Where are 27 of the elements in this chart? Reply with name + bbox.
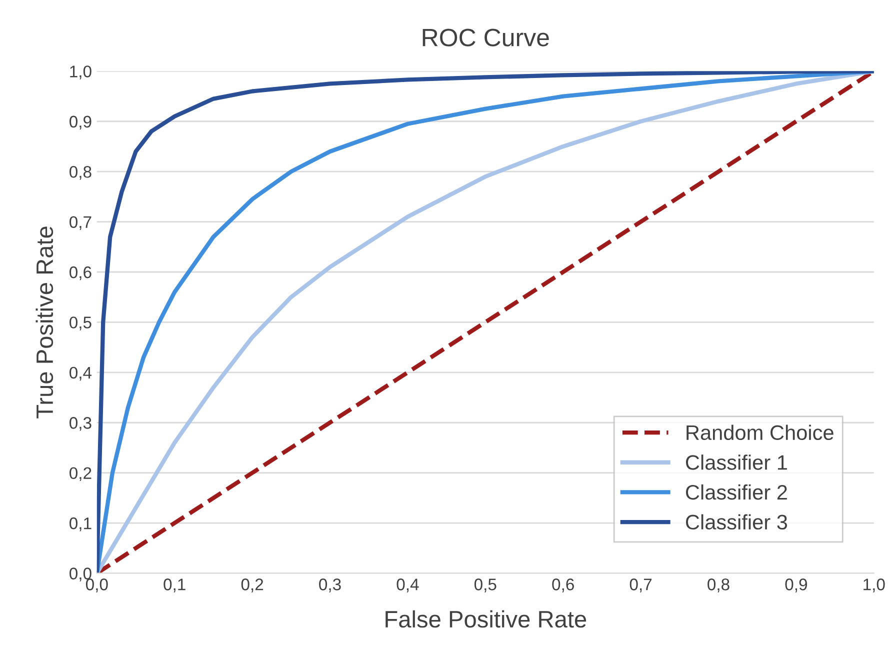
y-tick-label: 0,2 (70, 467, 92, 481)
x-tick-label: 0,9 (785, 578, 807, 592)
x-tick-label: 0,2 (241, 578, 264, 592)
x-tick-label: 0,4 (396, 578, 419, 592)
x-tick-label: 0,7 (630, 578, 652, 592)
legend-label: Classifier 1 (686, 454, 787, 470)
y-tick-label: 0,1 (70, 517, 92, 532)
x-tick-label: 0,5 (474, 578, 496, 592)
x-axis-title: False Positive Rate (386, 610, 586, 628)
y-tick-label: 0,5 (70, 316, 92, 330)
x-tick-label: 0,6 (552, 578, 574, 592)
x-tick-label: 0,8 (708, 578, 730, 592)
y-tick-label: 1,0 (70, 66, 92, 80)
y-tick-label: 0,9 (70, 116, 92, 130)
legend-label: Random Choice (686, 424, 834, 440)
chart-title: ROC Curve (422, 28, 549, 46)
y-tick-label: 0,4 (70, 366, 92, 381)
x-tick-label: 0,1 (164, 578, 186, 592)
legend-label: Classifier 3 (686, 514, 788, 530)
x-tick-label: 0,3 (319, 578, 341, 592)
y-axis-title: True Positive Rate (36, 226, 54, 418)
y-tick-label: 0,7 (70, 216, 92, 230)
y-tick-label: 0,6 (70, 266, 92, 280)
y-tick-label: 0,8 (70, 166, 92, 180)
y-tick-label: 0,3 (70, 417, 92, 431)
legend-label: Classifier 2 (686, 484, 787, 500)
x-tick-label: 1,0 (864, 578, 885, 592)
